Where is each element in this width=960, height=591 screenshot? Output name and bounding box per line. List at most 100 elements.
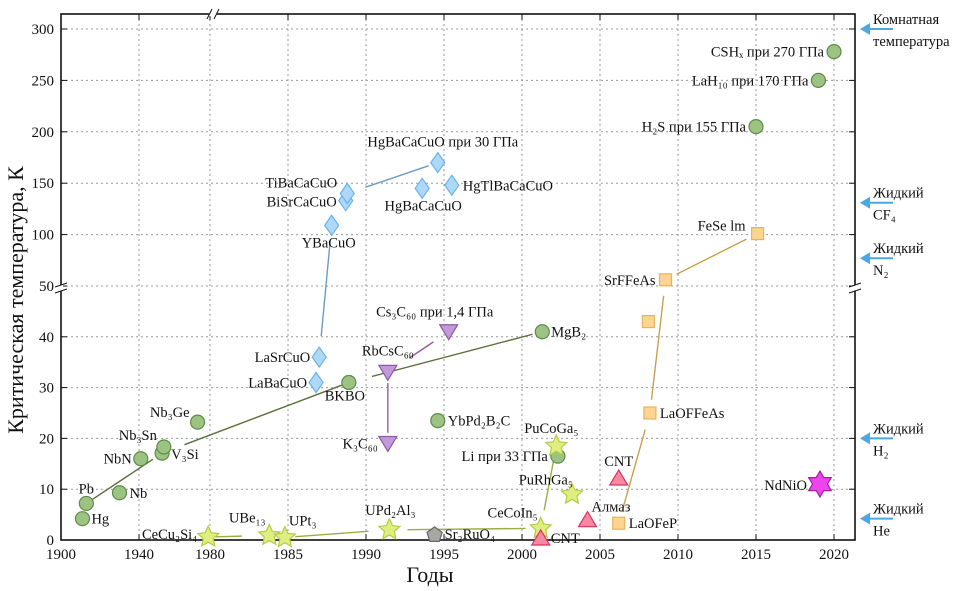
point-cuprates [323,214,340,237]
y-tick-label: 0 [47,533,55,549]
trend-line [365,165,429,188]
grid [61,14,855,540]
point-cuprates [444,174,460,197]
point-label: HgBaCaCuO [384,198,461,214]
arrow-head-icon [860,252,870,265]
y-tick-label: 200 [32,125,55,141]
reference-label-line2: He [873,524,890,540]
x-tick-label: 2020 [819,547,849,563]
point-label: Nb₃Sn [119,428,158,444]
point-label: HgTlBaCaCuO [463,178,553,194]
point-label: Sr₂RuO₄ [445,527,495,543]
trend-line [320,241,331,337]
point-label: CNT [551,531,580,547]
point-cuprates [308,371,324,394]
y-tick-label: 50 [39,279,54,295]
point-label: HgBaCaCuO при 30 ГПа [367,135,518,151]
reference-level: Жидкий N₂ [860,241,924,279]
trend-line [543,458,555,511]
y-tick-label: 10 [39,482,54,498]
tick-labels: 1900 1940 1980 1985 1990 1995 2000 2005 2010 2015… [32,22,850,563]
point-label: Li при 33 ГПа [462,449,549,465]
reference-level: Жидкий CF₄ [860,186,924,224]
point-heavy-fermion [377,517,402,540]
point-heavy-fermion [560,481,584,505]
axes-box [60,13,856,541]
point-iron-based [750,226,765,241]
point-label: Pb [79,481,94,497]
point-conventional [826,44,842,60]
point-label: MgB₂ [551,325,586,341]
reference-label-line1: Жидкий [873,502,924,518]
trend-line [408,341,434,359]
trend-line [621,429,646,513]
point-label: Nb₃Ge [150,405,190,421]
reference-levels: КомнатнаятемператураЖидкийCF₄ЖидкийN₂Жид… [860,12,950,540]
reference-label-line2: H₂ [873,443,889,459]
trend-line [184,383,346,446]
point-label: UPt₃ [289,513,317,529]
y-tick-label: 30 [39,381,54,397]
point-cuprates [414,177,430,200]
point-carbon [530,528,551,546]
point-label: K₃C₆₀ [343,436,378,452]
point-conventional [748,119,764,135]
trend-line [407,527,526,531]
y-tick-label: 100 [32,228,55,244]
point-label: LaBaCuO [248,376,307,392]
x-tick-label: 1900 [46,547,76,563]
point-cuprates [311,346,327,369]
trend-line [295,530,369,538]
point-label: UPd₂Al₃ [365,503,415,519]
point-cuprates [430,151,446,174]
point-nickelate [807,469,833,499]
y-tick-label: 250 [32,73,55,89]
point-label: Nb [130,486,148,502]
point-label: Hg [91,512,109,528]
point-label: YBaCuO [302,235,356,251]
point-label: CSHₓ при 270 ГПа [711,45,825,61]
x-axis-title: Годы [406,562,453,587]
point-iron-based [612,516,626,530]
arrow-head-icon [860,432,870,445]
point-label: BiSrCaCuO [267,195,337,211]
point-heavy-fermion [196,524,221,548]
reference-label-line1: Жидкий [873,241,924,257]
trend-line [215,535,242,538]
point-iron-based [658,273,673,287]
axis-break-mark [848,282,862,294]
point-label: NdNiO [764,478,807,494]
plot-frame [54,8,862,541]
y-tick-label: 300 [32,22,55,38]
x-tick-label: 1985 [273,547,303,563]
point-label: LaOFeP [629,516,677,532]
point-cuprates [339,182,356,205]
axis-break-mark [206,8,220,20]
point-label: V₃Si [171,447,199,463]
point-label: NbN [104,452,133,468]
point-label: SrFFeAs [604,273,656,289]
arrow-head-icon [860,512,870,525]
x-tick-label: 1990 [351,547,381,563]
point-fullerides [438,324,459,341]
x-tick-label: 2005 [585,547,615,563]
y-axis-title: Критическая температура, К [3,166,28,434]
point-conventional [111,485,128,501]
point-conventional [189,414,206,430]
x-tick-label: 1940 [124,547,154,563]
point-heavy-fermion [257,522,282,546]
point-iron-based [641,314,655,329]
trend-lines [92,165,747,538]
reference-level: Жидкий He [860,502,924,540]
point-conventional [810,72,827,89]
point-heavy-fermion [544,433,569,457]
point-label: FeSe lm [698,219,747,235]
point-conventional [156,439,172,455]
point-label: CeCoIn₅ [488,505,538,521]
point-label: LaH₁₀ при 170 ГПа [692,73,809,89]
x-tick-label: 1980 [195,547,225,563]
trend-line [676,238,747,275]
point-label: H₂S при 155 ГПа [642,120,747,136]
x-tick-label: 2000 [507,547,537,563]
